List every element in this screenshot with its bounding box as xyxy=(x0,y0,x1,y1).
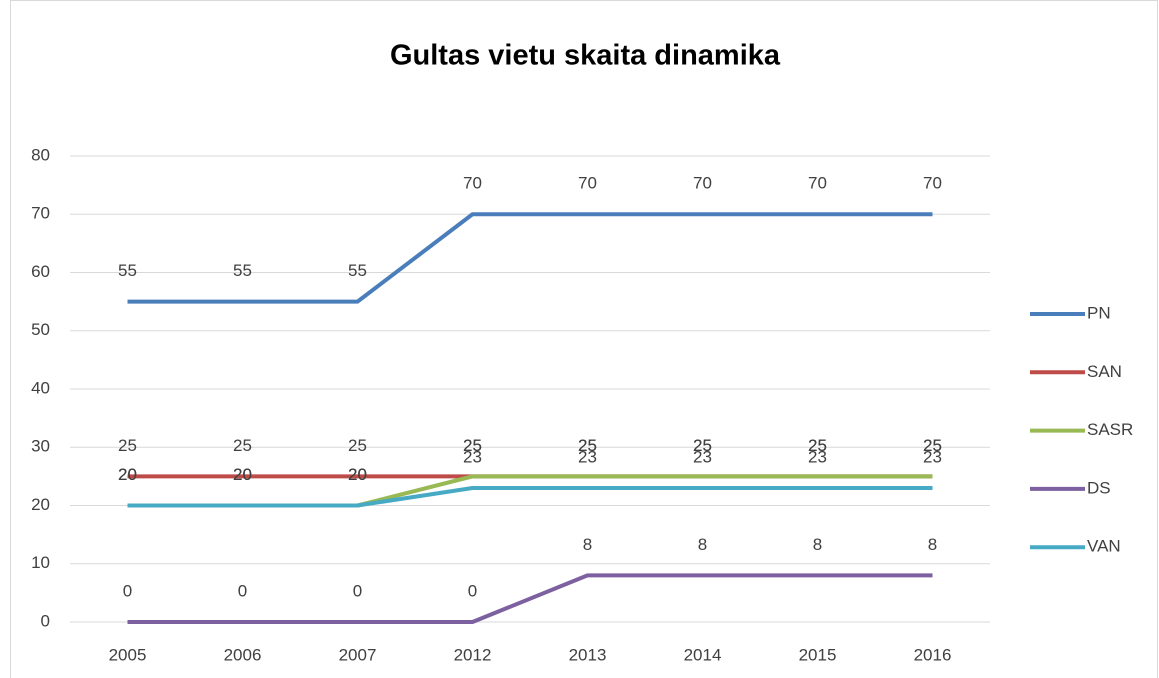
data-label: 0 xyxy=(123,581,132,600)
data-label: 55 xyxy=(233,261,252,280)
x-tick-label: 2015 xyxy=(799,645,837,664)
data-label: 70 xyxy=(693,174,712,193)
data-label: 70 xyxy=(808,174,827,193)
series-line xyxy=(127,212,933,304)
chart-border xyxy=(10,0,1158,678)
data-label: 25 xyxy=(808,436,827,455)
data-label: 0 xyxy=(238,581,247,600)
y-tick-label: 30 xyxy=(31,437,50,456)
y-tick-label: 80 xyxy=(31,145,50,164)
x-tick-label: 2013 xyxy=(569,645,607,664)
data-label: 0 xyxy=(353,581,362,600)
x-tick-label: 2007 xyxy=(339,645,377,664)
data-label: 70 xyxy=(578,174,597,193)
data-label: 25 xyxy=(118,436,137,455)
data-label: 8 xyxy=(698,535,707,554)
data-label: 55 xyxy=(348,261,367,280)
data-label: 25 xyxy=(923,436,942,455)
data-label: 25 xyxy=(233,436,252,455)
x-tick-label: 2016 xyxy=(914,645,952,664)
data-label: 23 xyxy=(463,448,482,467)
chart-title: Gultas vietu skaita dinamika xyxy=(390,40,781,72)
y-tick-label: 40 xyxy=(31,378,50,397)
data-label: 70 xyxy=(923,174,942,193)
y-tick-label: 20 xyxy=(31,495,50,514)
x-tick-label: 2012 xyxy=(454,645,492,664)
data-label: 20 xyxy=(118,465,137,484)
data-label: 20 xyxy=(348,465,367,484)
data-label: 20 xyxy=(348,465,367,484)
data-label: 25 xyxy=(578,436,597,455)
data-label: 20 xyxy=(118,465,137,484)
data-label: 25 xyxy=(348,436,367,455)
data-label: 25 xyxy=(578,436,597,455)
y-tick-label: 0 xyxy=(41,611,50,630)
y-tick-label: 60 xyxy=(31,262,50,281)
legend-label: PN xyxy=(1087,303,1111,322)
legend-label: VAN xyxy=(1087,537,1121,556)
x-tick-label: 2014 xyxy=(684,645,722,664)
data-label: 25 xyxy=(463,436,482,455)
legend-label: DS xyxy=(1087,478,1111,497)
data-label: 23 xyxy=(808,448,827,467)
series-line xyxy=(127,573,933,624)
data-label: 25 xyxy=(808,436,827,455)
y-tick-label: 70 xyxy=(31,204,50,223)
data-label: 8 xyxy=(583,535,592,554)
legend-label: SAN xyxy=(1087,362,1122,381)
data-label: 25 xyxy=(463,436,482,455)
data-label: 0 xyxy=(468,581,477,600)
y-tick-label: 50 xyxy=(31,320,50,339)
data-label: 20 xyxy=(233,465,252,484)
data-label: 23 xyxy=(693,448,712,467)
data-label: 25 xyxy=(923,436,942,455)
data-label: 25 xyxy=(693,436,712,455)
data-label: 55 xyxy=(118,261,137,280)
x-tick-label: 2006 xyxy=(224,645,262,664)
data-label: 8 xyxy=(813,535,822,554)
data-label: 23 xyxy=(578,448,597,467)
data-label: 8 xyxy=(928,535,937,554)
series-line xyxy=(127,486,933,508)
data-label: 70 xyxy=(463,174,482,193)
data-label: 20 xyxy=(233,465,252,484)
x-tick-label: 2005 xyxy=(109,645,147,664)
legend-label: SASR xyxy=(1087,420,1133,439)
data-label: 23 xyxy=(923,448,942,467)
data-label: 25 xyxy=(693,436,712,455)
y-tick-label: 10 xyxy=(31,553,50,572)
